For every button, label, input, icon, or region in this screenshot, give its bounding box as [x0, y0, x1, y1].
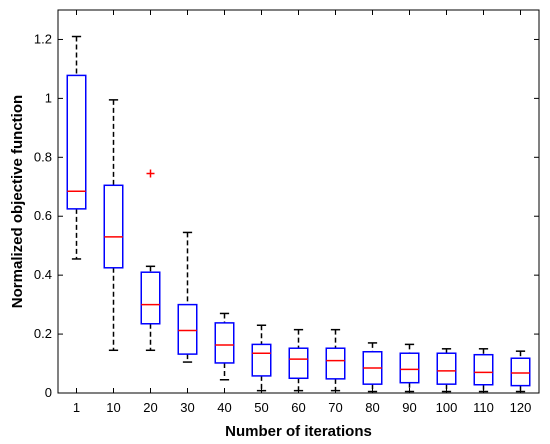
- x-tick-label: 90: [402, 400, 416, 415]
- box-group-1: [66, 35, 87, 260]
- x-tick-label: 60: [291, 400, 305, 415]
- x-tick-label: 80: [365, 400, 379, 415]
- x-axis-label: Number of iterations: [225, 423, 372, 440]
- outlier-marker: [146, 169, 155, 178]
- x-tick-label: 30: [180, 400, 194, 415]
- box-group-10: [103, 99, 124, 352]
- box: [214, 322, 235, 364]
- y-tick-label: 0: [45, 385, 52, 400]
- x-tick-label: 70: [328, 400, 342, 415]
- x-tick-label: 10: [106, 400, 120, 415]
- y-tick-label: 0.4: [34, 267, 52, 282]
- x-tick-label: 50: [254, 400, 268, 415]
- box-group-80: [362, 342, 383, 393]
- y-axis-label: Normalized objective function: [9, 95, 26, 308]
- y-tick-label: 1: [45, 90, 52, 105]
- box-group-50: [251, 324, 272, 392]
- box: [325, 347, 346, 380]
- x-tick-label: 120: [510, 400, 532, 415]
- box: [177, 303, 198, 355]
- y-tick-label: 1.2: [34, 31, 52, 46]
- box: [103, 184, 124, 269]
- box: [399, 352, 420, 384]
- x-tick-label: 1: [73, 400, 80, 415]
- box: [510, 357, 531, 387]
- box-group-30: [177, 231, 198, 363]
- box: [66, 74, 87, 210]
- plot-background: [58, 10, 539, 393]
- box: [140, 271, 161, 325]
- box: [436, 352, 457, 385]
- x-axis-ticks: 1 10 20 30 40 50 60 70 80 90 100 110 120: [73, 10, 531, 415]
- y-axis-ticks: 0 0.2 0.4 0.6 0.8 1 1.2: [34, 31, 539, 400]
- x-tick-label: 110: [473, 400, 494, 415]
- box: [288, 347, 309, 380]
- y-tick-label: 0.2: [34, 326, 52, 341]
- plot-frame: [57, 9, 540, 394]
- box-group-90: [399, 343, 420, 393]
- y-tick-label: 0.8: [34, 149, 52, 164]
- box: [251, 343, 272, 377]
- box-group-40: [214, 312, 235, 381]
- x-tick-label: 100: [436, 400, 458, 415]
- chart-marks: [66, 35, 531, 393]
- x-tick-label: 40: [217, 400, 231, 415]
- box-group-20: [140, 265, 161, 352]
- box: [473, 353, 494, 386]
- box-group-60: [288, 328, 309, 392]
- x-tick-label: 20: [143, 400, 157, 415]
- y-tick-label: 0.6: [34, 208, 52, 223]
